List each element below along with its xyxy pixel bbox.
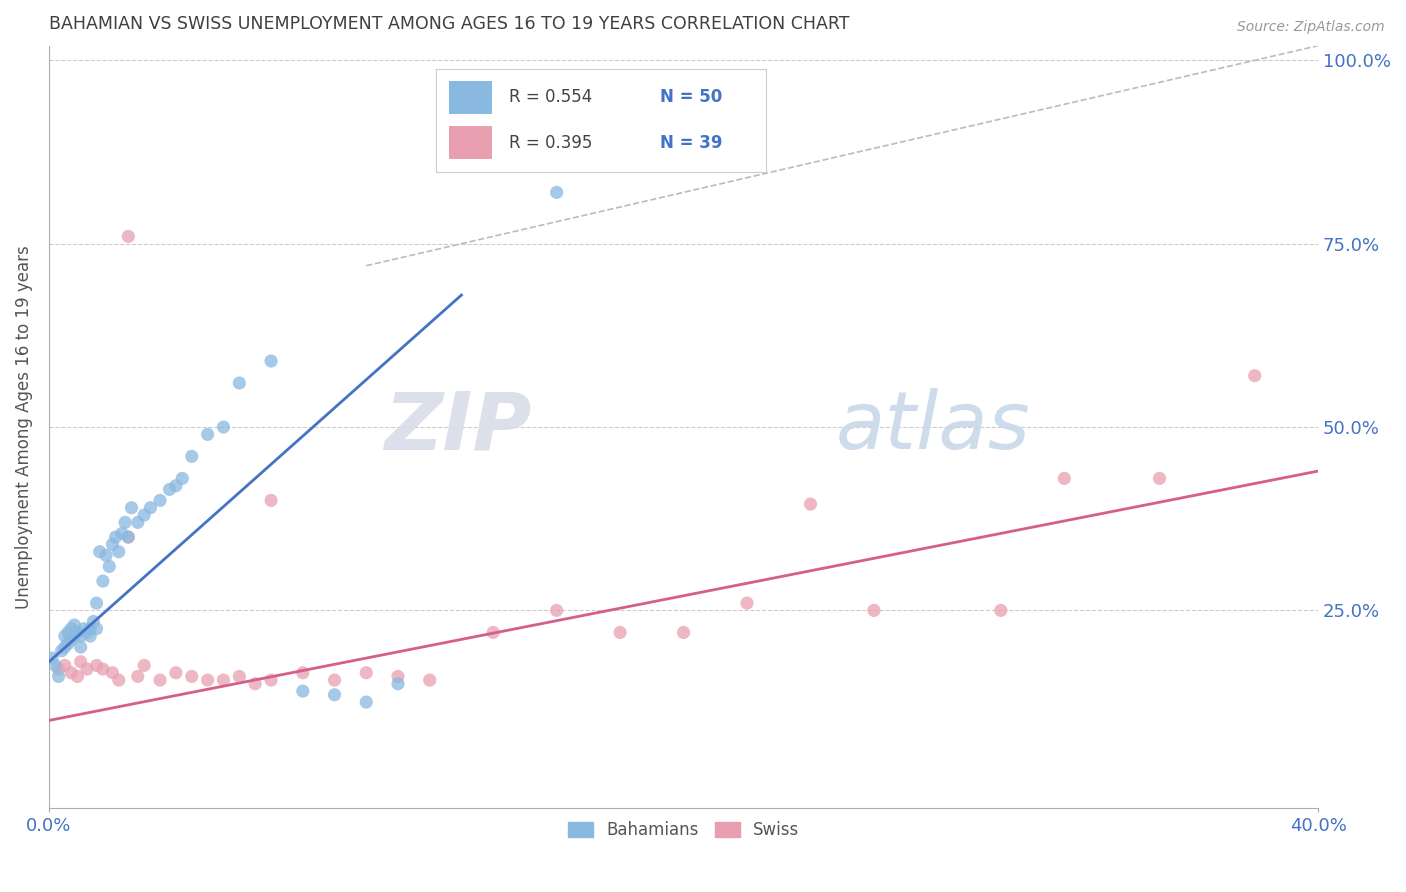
- Point: [291, 684, 314, 698]
- Point: [86, 622, 108, 636]
- Point: [73, 622, 96, 636]
- Point: [419, 673, 441, 687]
- Point: [48, 669, 70, 683]
- Point: [56, 625, 79, 640]
- Point: [127, 516, 149, 530]
- Point: [111, 526, 134, 541]
- Point: [86, 596, 108, 610]
- Point: [356, 665, 378, 680]
- Point: [66, 669, 89, 683]
- Point: [260, 493, 283, 508]
- Point: [291, 665, 314, 680]
- Point: [127, 669, 149, 683]
- Point: [107, 673, 129, 687]
- Point: [69, 655, 91, 669]
- Point: [212, 420, 235, 434]
- Point: [82, 615, 104, 629]
- Point: [79, 622, 101, 636]
- Point: [53, 640, 76, 654]
- Point: [139, 500, 162, 515]
- Point: [323, 688, 346, 702]
- Point: [180, 669, 202, 683]
- Point: [609, 625, 631, 640]
- Point: [165, 479, 187, 493]
- Point: [134, 658, 156, 673]
- Text: atlas: atlas: [835, 388, 1031, 466]
- Point: [117, 530, 139, 544]
- Point: [60, 632, 83, 647]
- Point: [134, 508, 156, 522]
- Point: [91, 574, 114, 588]
- Point: [180, 450, 202, 464]
- Point: [165, 665, 187, 680]
- Point: [76, 662, 98, 676]
- Point: [228, 376, 250, 390]
- Point: [149, 673, 172, 687]
- Text: BAHAMIAN VS SWISS UNEMPLOYMENT AMONG AGES 16 TO 19 YEARS CORRELATION CHART: BAHAMIAN VS SWISS UNEMPLOYMENT AMONG AGE…: [49, 15, 849, 33]
- Point: [387, 677, 409, 691]
- Point: [482, 625, 505, 640]
- Point: [672, 625, 695, 640]
- Point: [356, 695, 378, 709]
- Point: [89, 545, 111, 559]
- Point: [212, 673, 235, 687]
- Point: [735, 596, 758, 610]
- Point: [323, 673, 346, 687]
- Point: [117, 530, 139, 544]
- Point: [260, 354, 283, 368]
- Point: [69, 640, 91, 654]
- Point: [101, 537, 124, 551]
- Point: [228, 669, 250, 683]
- Point: [41, 651, 63, 665]
- Point: [56, 636, 79, 650]
- Point: [546, 186, 568, 200]
- Point: [53, 658, 76, 673]
- Point: [1243, 368, 1265, 383]
- Point: [44, 658, 66, 673]
- Point: [546, 603, 568, 617]
- Point: [172, 471, 194, 485]
- Point: [79, 629, 101, 643]
- Point: [863, 603, 886, 617]
- Point: [121, 500, 143, 515]
- Point: [1149, 471, 1171, 485]
- Point: [114, 516, 136, 530]
- Point: [387, 669, 409, 683]
- Point: [149, 493, 172, 508]
- Point: [117, 229, 139, 244]
- Y-axis label: Unemployment Among Ages 16 to 19 years: Unemployment Among Ages 16 to 19 years: [15, 245, 32, 609]
- Point: [104, 530, 127, 544]
- Point: [66, 625, 89, 640]
- Point: [101, 665, 124, 680]
- Point: [245, 677, 267, 691]
- Point: [69, 629, 91, 643]
- Point: [60, 665, 83, 680]
- Point: [91, 662, 114, 676]
- Legend: Bahamians, Swiss: Bahamians, Swiss: [561, 814, 806, 846]
- Point: [51, 644, 73, 658]
- Point: [94, 549, 117, 563]
- Text: Source: ZipAtlas.com: Source: ZipAtlas.com: [1237, 20, 1385, 34]
- Point: [48, 662, 70, 676]
- Point: [107, 545, 129, 559]
- Point: [63, 629, 86, 643]
- Point: [1053, 471, 1076, 485]
- Point: [76, 625, 98, 640]
- Point: [197, 427, 219, 442]
- Point: [260, 673, 283, 687]
- Point: [98, 559, 121, 574]
- Text: ZIP: ZIP: [384, 388, 531, 466]
- Point: [53, 629, 76, 643]
- Point: [159, 483, 181, 497]
- Point: [799, 497, 821, 511]
- Point: [86, 658, 108, 673]
- Point: [63, 618, 86, 632]
- Point: [197, 673, 219, 687]
- Point: [60, 622, 83, 636]
- Point: [990, 603, 1012, 617]
